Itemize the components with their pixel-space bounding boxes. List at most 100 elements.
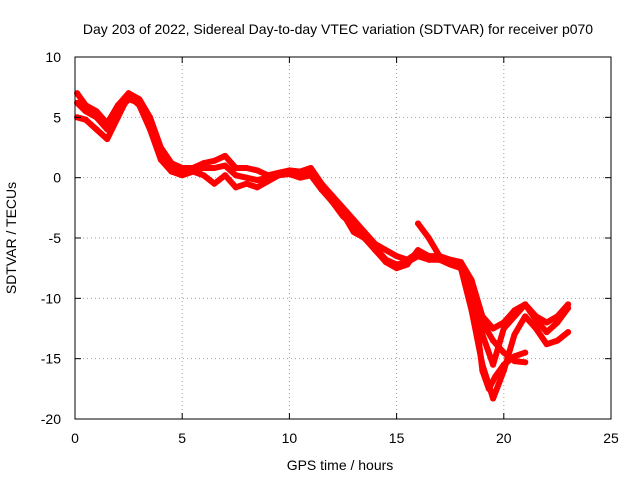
data-point [200,160,207,167]
data-point [522,313,529,320]
data-point [125,96,132,103]
data-point [511,313,518,320]
y-tick-label: -20 [41,411,61,427]
data-point [275,171,282,178]
data-point [543,319,550,326]
data-point [82,108,89,115]
grid [75,57,611,419]
data-point [532,325,539,332]
data-point [243,180,250,187]
data-point [243,165,250,172]
data-point [104,136,111,143]
data-point [490,361,497,368]
data-point [565,304,572,311]
x-axis-label: GPS time / hours [287,457,394,473]
data-point [522,359,529,366]
data-point [157,150,164,157]
data-point [189,167,196,174]
data-point [500,349,507,356]
data-point [93,126,100,133]
data-point [211,157,218,164]
data-point [404,259,411,266]
data-point [475,331,482,338]
data-point [74,99,81,106]
data-point [222,162,229,169]
data-point [329,198,336,205]
data-point [361,235,368,241]
data-point [393,253,400,260]
data-point [500,361,507,368]
y-tick-label: 5 [53,109,61,125]
data-point [415,253,422,260]
x-tick-labels: 0 5 10 15 20 25 [71,430,619,446]
data-point [232,184,239,191]
data-point [168,162,175,169]
data-point [340,213,346,220]
data-point [200,165,207,172]
data-point [393,261,400,268]
data-point [511,331,518,338]
ticks [74,56,612,420]
chart-title: Day 203 of 2022, Sidereal Day-to-day VTE… [83,21,593,37]
x-tick-label: 15 [389,430,405,446]
y-tick-label: -10 [41,290,61,306]
data-point [457,261,464,268]
x-tick-label: 5 [178,430,186,446]
data-point [222,172,229,179]
data-point [211,165,218,172]
data-point [522,301,529,308]
data-point [136,99,143,106]
data-point [211,180,218,187]
data-series [74,90,572,402]
x-tick-label: 20 [496,430,512,446]
x-tick-label: 0 [71,430,79,446]
y-tick-label: 10 [45,49,61,65]
y-tick-label: -5 [49,230,62,246]
data-point [372,244,379,251]
data-point [382,247,389,254]
data-point [490,395,497,402]
data-point [415,220,422,227]
data-point [350,222,357,229]
data-point [307,168,314,175]
data-point [415,247,422,254]
x-tick-label: 25 [603,430,619,446]
data-point [532,317,539,324]
data-point [93,114,100,121]
data-point [500,325,507,332]
data-point [82,116,89,123]
data-point [93,108,100,115]
data-point [382,256,389,263]
data-point [254,167,261,174]
data-point [543,341,550,348]
data-point [232,165,239,172]
data-point [492,373,499,380]
data-point [114,108,121,115]
data-point [179,168,186,175]
data-point [200,172,207,179]
data-point [490,325,497,332]
data-point [425,235,432,241]
data-point [254,184,261,191]
data-point [147,120,154,127]
x-tick-label: 10 [282,430,298,446]
data-point [74,90,81,97]
y-axis-label: SDTVAR / TECUs [3,182,19,294]
data-point [104,126,111,133]
data-point [243,174,250,181]
data-point [297,172,304,179]
data-point [543,329,550,336]
data-point [485,385,492,392]
data-point [554,319,561,326]
data-point [436,253,443,260]
y-tick-label: -15 [41,351,61,367]
data-point [479,319,486,326]
data-point [222,152,229,159]
data-point [318,184,325,191]
y-tick-label: 0 [53,170,61,186]
data-point [479,367,486,374]
data-point [232,172,239,179]
data-point [264,174,271,181]
data-point [286,169,293,176]
